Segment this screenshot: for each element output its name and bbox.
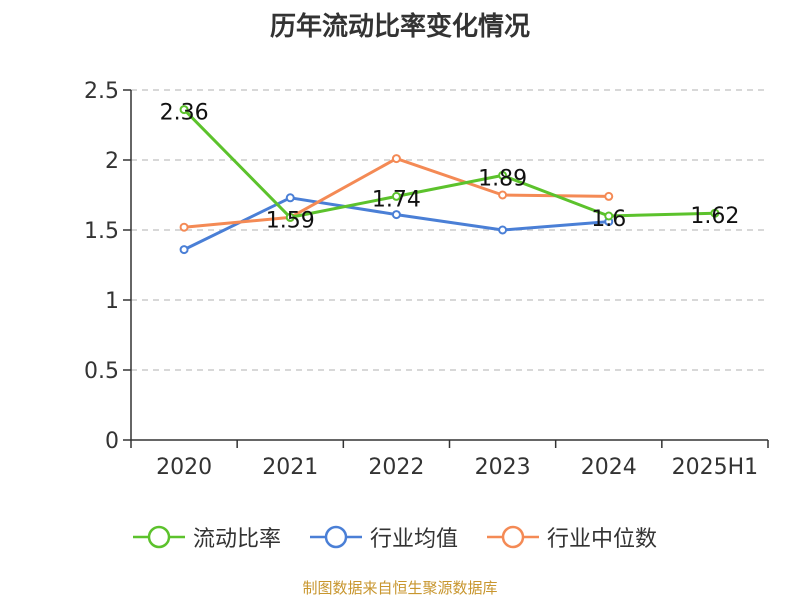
data-label: 1.74	[372, 187, 421, 212]
data-point	[285, 193, 295, 203]
x-tick-label: 2020	[156, 455, 212, 480]
data-point	[179, 105, 189, 115]
y-tick-label: 0	[105, 429, 119, 454]
data-point	[179, 222, 189, 232]
legend: 流动比率 行业均值 行业中位数	[0, 520, 800, 554]
data-point	[604, 191, 614, 201]
data-label: 1.6	[591, 207, 626, 232]
series-line	[183, 108, 715, 219]
data-label: 2.36	[160, 101, 209, 126]
y-tick-label: 1.5	[84, 219, 119, 244]
data-label: 1.89	[478, 166, 527, 191]
data-label: 1.62	[690, 204, 739, 229]
x-tick-label: 2021	[262, 455, 318, 480]
x-tick-label: 2022	[368, 455, 424, 480]
data-point	[179, 245, 189, 255]
legend-item-industry-median[interactable]: 行业中位数	[487, 520, 657, 554]
data-point	[391, 154, 401, 164]
legend-marker-icon	[310, 525, 362, 549]
legend-label: 行业中位数	[547, 527, 658, 552]
data-point	[391, 210, 401, 220]
data-point	[391, 191, 401, 201]
data-point	[710, 208, 720, 218]
data-point	[498, 225, 508, 235]
y-tick-label: 1	[105, 289, 119, 314]
data-point	[498, 170, 508, 180]
legend-marker-icon	[487, 525, 539, 549]
legend-label: 行业均值	[370, 527, 459, 552]
data-point	[604, 211, 614, 221]
y-tick-label: 2.5	[84, 79, 119, 104]
chart-title: 历年流动比率变化情况	[269, 12, 530, 42]
legend-item-industry-average[interactable]: 行业均值	[310, 520, 458, 554]
x-tick-label: 2025H1	[672, 455, 759, 480]
y-tick-label: 0.5	[84, 359, 119, 384]
data-label: 1.59	[266, 208, 315, 233]
data-point	[498, 190, 508, 200]
y-tick-label: 2	[105, 149, 119, 174]
x-tick-label: 2024	[581, 455, 637, 480]
data-point	[285, 212, 295, 222]
source-note: 制图数据来自恒生聚源数据库	[302, 579, 498, 597]
x-tick-label: 2023	[475, 455, 531, 480]
legend-item-current-ratio[interactable]: 流动比率	[133, 520, 281, 554]
legend-label: 流动比率	[193, 527, 282, 552]
legend-marker-icon	[133, 525, 185, 549]
